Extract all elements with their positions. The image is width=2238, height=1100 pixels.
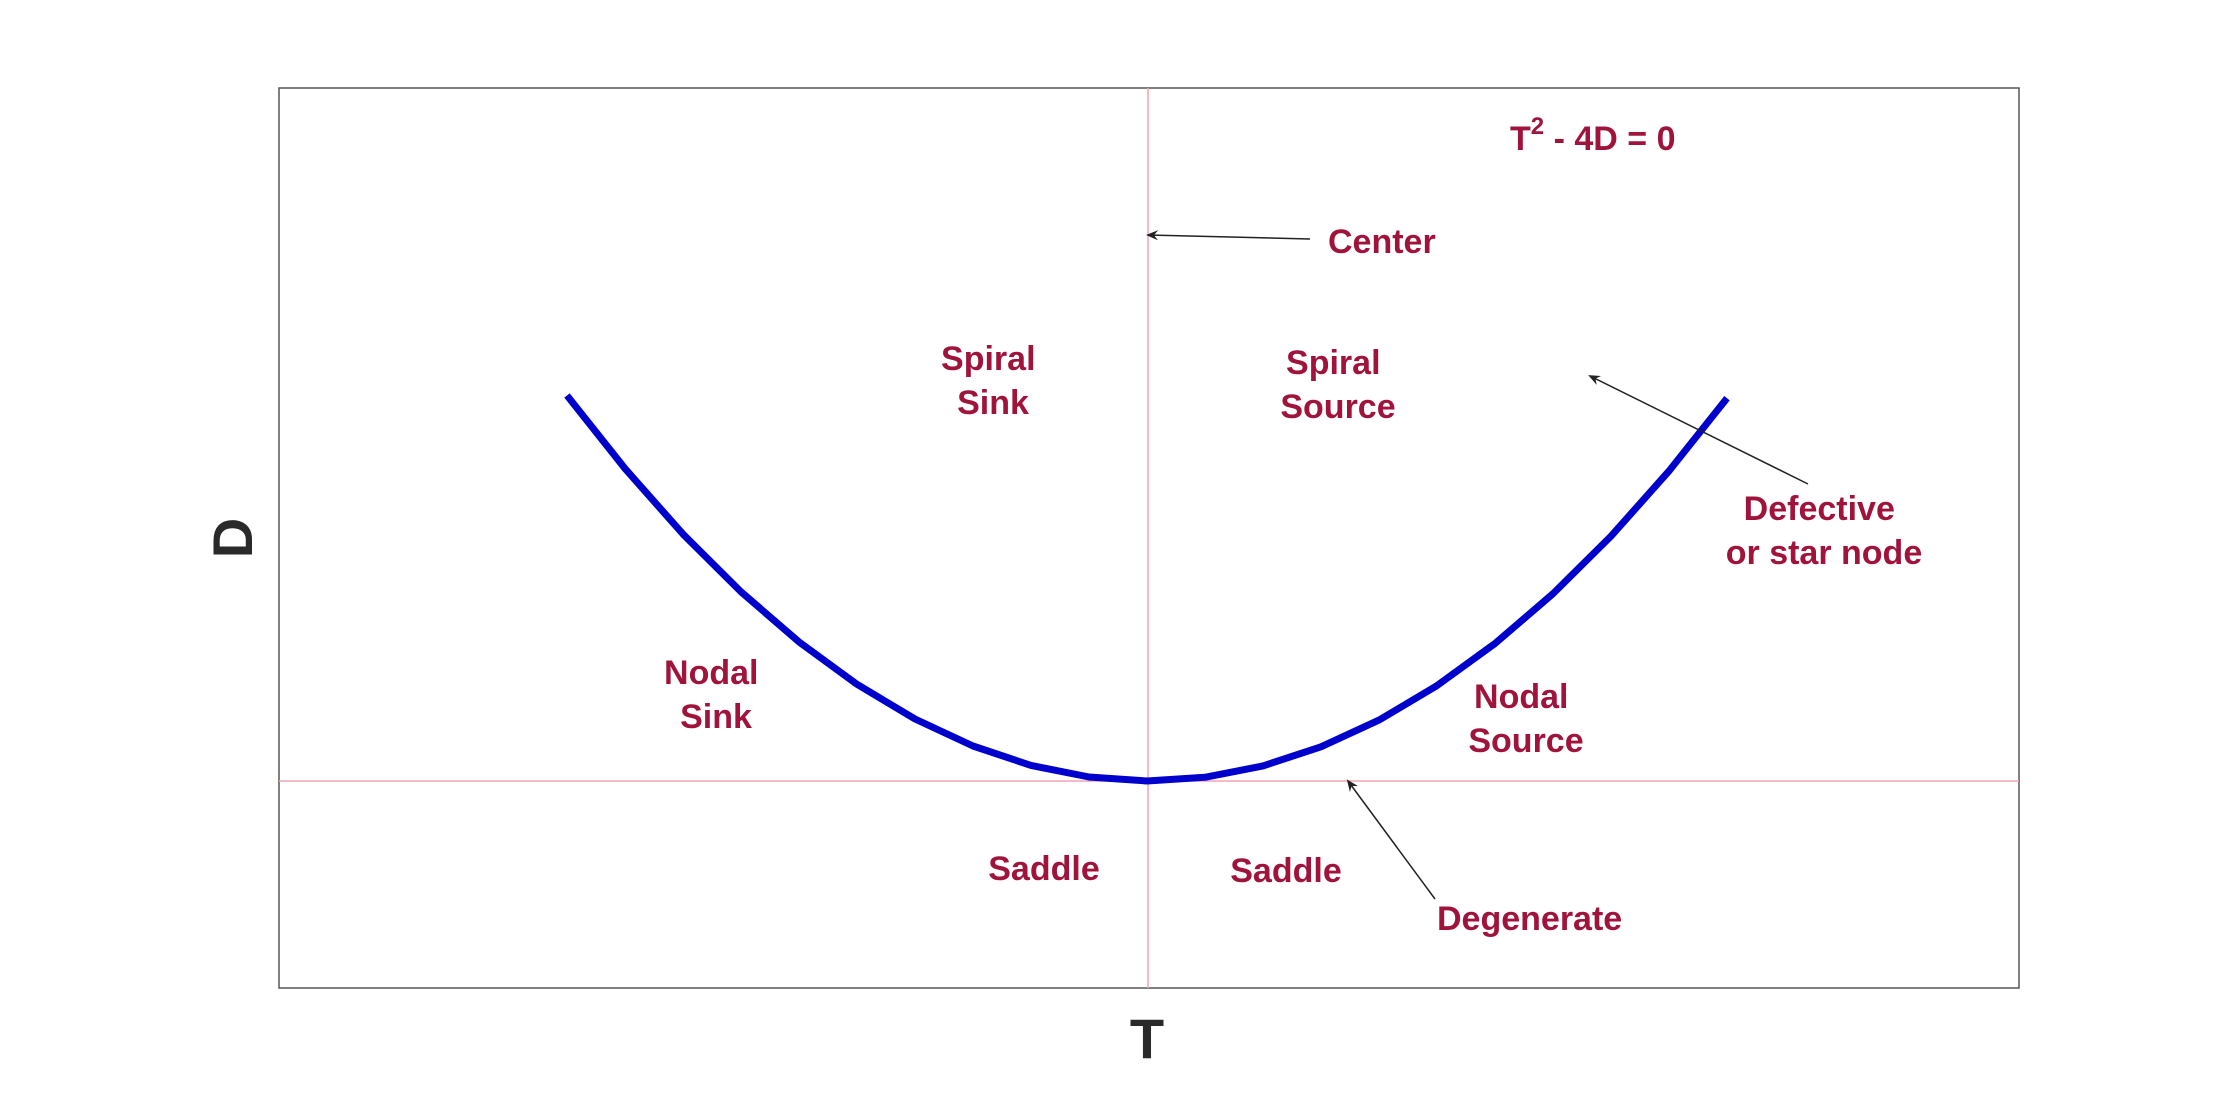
defective-arrow [1588, 375, 1809, 485]
equation-rest: - 4D = 0 [1544, 120, 1675, 158]
nodal-sink-line-1: Nodal [664, 654, 758, 692]
curve-equation-label: T2 - 4D = 0 [1510, 113, 1675, 158]
nodal-source-line-2: Source [1468, 722, 1583, 760]
defective-line-1: Defective [1744, 490, 1895, 528]
y-axis-label: D [201, 518, 264, 558]
nodal-source-label: Nodal Source [1468, 678, 1583, 760]
equation-base: T [1510, 120, 1531, 158]
spiral-sink-line-2: Sink [957, 384, 1029, 422]
degenerate-arrow [1346, 779, 1436, 900]
spiral-sink-label: Spiral Sink [941, 340, 1045, 422]
plot-frame [278, 87, 2020, 989]
defective-label: Defective or star node [1726, 490, 1922, 572]
spiral-source-line-2: Source [1280, 388, 1395, 426]
center-label: Center [1328, 223, 1436, 261]
nodal-sink-line-2: Sink [680, 698, 752, 736]
parabola-curve [564, 393, 1730, 785]
center-arrow [1146, 230, 1311, 241]
spiral-source-line-1: Spiral [1286, 344, 1380, 382]
equation-exponent: 2 [1531, 113, 1544, 140]
nodal-sink-label: Nodal Sink [664, 654, 768, 736]
x-axis-label: T [1130, 1007, 1164, 1070]
defective-line-2: or star node [1726, 534, 1922, 572]
spiral-source-label: Spiral Source [1280, 344, 1395, 426]
saddle-left-label: Saddle [988, 850, 1099, 888]
nodal-source-line-1: Nodal [1474, 678, 1568, 716]
spiral-sink-line-1: Spiral [941, 340, 1035, 378]
degenerate-label: Degenerate [1437, 900, 1622, 938]
saddle-right-label: Saddle [1230, 852, 1341, 890]
